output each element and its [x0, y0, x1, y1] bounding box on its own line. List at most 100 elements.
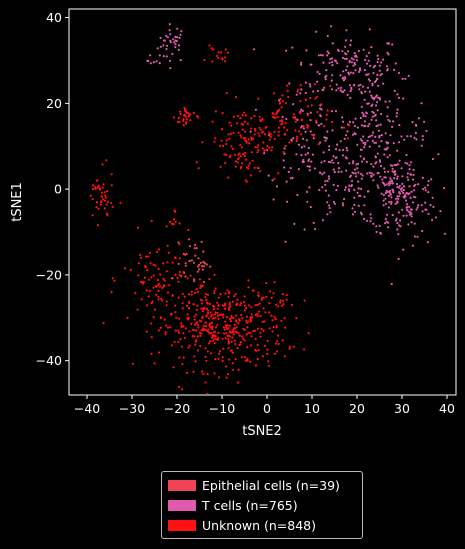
data-point: [98, 187, 101, 190]
data-point: [366, 102, 369, 105]
data-point: [162, 39, 165, 42]
data-point: [283, 126, 286, 129]
data-point: [370, 175, 373, 178]
data-point: [427, 180, 430, 183]
data-point: [345, 57, 348, 61]
data-point: [345, 53, 348, 56]
data-point: [353, 203, 356, 206]
data-point: [341, 202, 344, 205]
data-point: [296, 135, 299, 138]
data-point: [378, 64, 381, 67]
data-point: [375, 161, 378, 164]
data-point: [243, 154, 246, 158]
data-point: [344, 134, 348, 137]
data-point: [162, 277, 165, 280]
data-point: [285, 180, 288, 183]
data-point: [375, 230, 378, 234]
data-point: [376, 60, 379, 64]
data-point: [370, 94, 373, 97]
data-point: [242, 123, 245, 126]
data-point: [217, 57, 220, 60]
data-point: [359, 155, 362, 158]
data-point: [367, 136, 370, 139]
data-point: [155, 285, 158, 288]
data-point: [139, 256, 143, 259]
data-point: [311, 153, 314, 156]
data-point: [94, 186, 97, 189]
data-point: [110, 184, 113, 187]
data-point: [245, 319, 248, 322]
data-point: [330, 79, 333, 82]
data-point: [196, 114, 199, 118]
data-point: [350, 179, 354, 183]
data-point: [402, 214, 405, 217]
data-point: [182, 119, 185, 122]
data-point: [286, 84, 289, 87]
data-point: [179, 112, 182, 116]
data-point: [222, 316, 225, 319]
data-point: [306, 200, 309, 203]
data-point: [407, 74, 410, 77]
data-point: [319, 171, 322, 175]
data-point: [139, 253, 142, 257]
data-point: [332, 200, 335, 204]
data-point: [389, 164, 392, 167]
data-point: [371, 139, 374, 142]
data-point: [231, 300, 234, 303]
data-point: [359, 116, 362, 120]
data-point: [213, 372, 216, 375]
data-point: [185, 118, 188, 121]
data-point: [358, 70, 361, 73]
data-point: [383, 148, 386, 151]
data-point: [211, 313, 214, 316]
data-point: [166, 36, 169, 39]
data-point: [360, 160, 364, 163]
data-point: [263, 152, 266, 155]
data-point: [166, 244, 169, 247]
data-point: [196, 270, 199, 273]
data-point: [310, 160, 313, 163]
data-point: [324, 76, 327, 79]
data-point: [273, 137, 276, 141]
data-point: [367, 59, 370, 62]
data-point: [228, 330, 231, 333]
data-point: [268, 327, 271, 330]
data-point: [274, 318, 277, 321]
data-point: [146, 269, 149, 272]
data-point: [303, 299, 306, 302]
data-point: [169, 39, 172, 42]
data-point: [197, 257, 200, 260]
data-point: [296, 88, 299, 91]
data-point: [382, 82, 385, 85]
data-point: [254, 364, 258, 367]
legend-label-t-cells: T cells (n=765): [202, 498, 298, 513]
data-point: [344, 77, 347, 80]
y-tick-label: 40: [46, 10, 62, 25]
data-point: [368, 145, 371, 148]
data-point: [185, 252, 188, 256]
data-point: [315, 95, 318, 99]
data-point: [362, 135, 365, 138]
data-point: [296, 118, 299, 121]
data-point: [319, 115, 322, 118]
data-point: [359, 138, 362, 141]
data-point: [198, 278, 201, 281]
data-point: [259, 335, 262, 338]
data-point: [234, 293, 237, 296]
data-point: [274, 352, 277, 355]
data-point: [396, 163, 400, 166]
data-point: [380, 61, 383, 64]
data-point: [337, 167, 341, 170]
data-point: [351, 207, 354, 210]
data-point: [233, 295, 236, 298]
data-point: [322, 89, 325, 92]
data-point: [353, 125, 357, 128]
data-point: [277, 334, 280, 337]
data-point: [367, 102, 370, 105]
data-point: [202, 265, 206, 268]
data-point: [314, 97, 317, 100]
data-point: [385, 148, 388, 151]
data-point: [152, 61, 155, 64]
data-point: [257, 97, 260, 100]
data-point: [398, 191, 401, 194]
